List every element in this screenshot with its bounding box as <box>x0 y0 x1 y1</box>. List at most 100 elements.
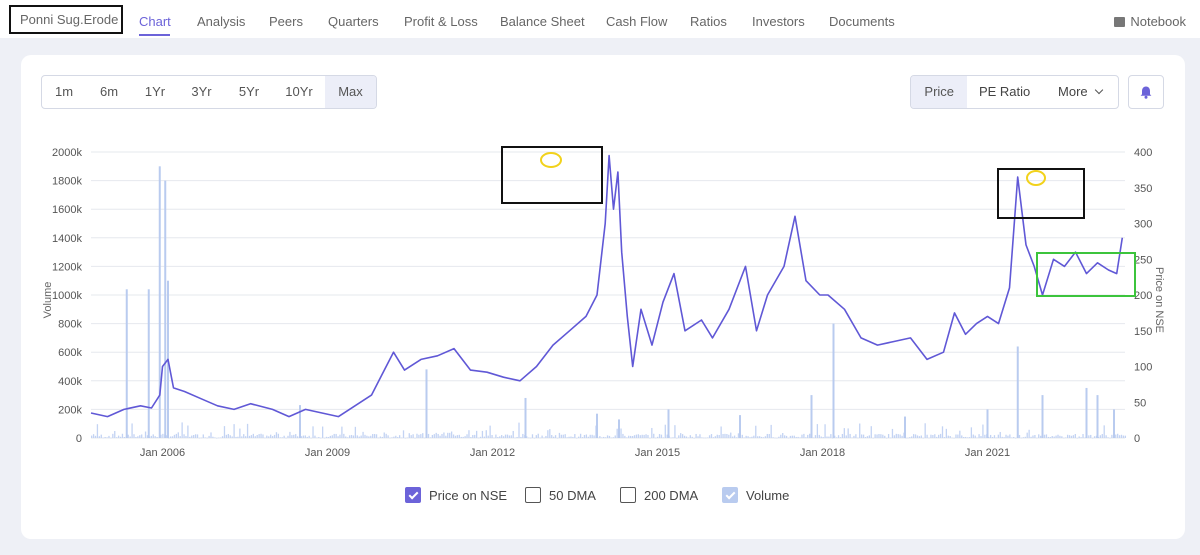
tab-peers[interactable]: Peers <box>269 14 303 29</box>
volume-bar <box>681 434 684 438</box>
range-max-button[interactable]: Max <box>325 76 376 108</box>
dma50-checkbox[interactable] <box>525 487 541 503</box>
legend-price-toggle[interactable]: Price on NSE <box>405 485 507 505</box>
volume-bar <box>164 180 167 438</box>
y-left-tick-label: 1000k <box>52 290 82 302</box>
volume-bar <box>585 434 588 438</box>
price-checkbox[interactable] <box>405 487 421 503</box>
volume-bar <box>127 434 129 438</box>
volume-bar <box>799 437 801 438</box>
tab-investors[interactable]: Investors <box>752 14 805 29</box>
volume-bar <box>1036 437 1038 439</box>
volume-bar <box>410 435 412 438</box>
volume-bar <box>851 437 853 439</box>
volume-bar <box>647 434 649 438</box>
tab-quarters[interactable]: Quarters <box>328 14 379 29</box>
metric-pe-ratio-button[interactable]: PE Ratio <box>978 84 1031 99</box>
alert-button[interactable] <box>1128 75 1164 109</box>
volume-bar <box>574 434 576 438</box>
volume-bar <box>210 432 212 438</box>
volume-bar <box>385 433 387 438</box>
volume-bar <box>422 433 424 438</box>
range-1m-button[interactable]: 1m <box>54 84 74 99</box>
volume-bar <box>466 434 468 438</box>
volume-bar <box>608 435 611 438</box>
volume-bar <box>533 437 536 439</box>
volume-bar <box>1043 434 1046 438</box>
volume-bar <box>383 432 385 438</box>
range-6m-button[interactable]: 6m <box>99 84 119 99</box>
volume-bar <box>314 435 316 438</box>
volume-bar <box>843 428 845 438</box>
tab-profit-loss[interactable]: Profit & Loss <box>404 14 478 29</box>
volume-bar <box>774 437 776 439</box>
tab-analysis[interactable]: Analysis <box>197 14 246 29</box>
volume-bar <box>764 436 767 438</box>
volume-bar <box>193 435 195 438</box>
volume-bar <box>239 428 241 438</box>
legend-50dma-toggle[interactable]: 50 DMA <box>525 485 596 505</box>
legend-200dma-toggle[interactable]: 200 DMA <box>620 485 698 505</box>
tab-chart[interactable]: Chart <box>139 14 171 29</box>
volume-bar <box>980 436 982 438</box>
volume-bar <box>579 433 582 438</box>
volume-bar <box>268 436 270 438</box>
volume-bar <box>327 437 330 438</box>
y-left-tick-label: 200k <box>58 404 82 416</box>
tab-cash-flow[interactable]: Cash Flow <box>606 14 668 29</box>
volume-bar <box>791 435 793 438</box>
volume-bar <box>245 436 247 438</box>
metric-price-button[interactable]: Price <box>911 76 968 108</box>
volume-bar <box>966 437 969 438</box>
volume-bar <box>918 436 921 438</box>
chart-ticks: 0 200k 400k 600k 800k 1000k 1200k 1400k 1600k 180… <box>52 147 1152 459</box>
checkmark-icon <box>725 489 735 499</box>
volume-bar <box>173 434 176 438</box>
volume-bar <box>972 434 974 438</box>
volume-bar <box>1105 435 1107 438</box>
dma200-checkbox[interactable] <box>620 487 636 503</box>
volume-bar <box>312 426 314 438</box>
volume-bar <box>911 436 913 438</box>
company-name[interactable]: Ponni Sug.Erode <box>9 5 123 34</box>
volume-bar <box>289 431 291 438</box>
tab-ratios[interactable]: Ratios <box>690 14 727 29</box>
tab-balance-sheet[interactable]: Balance Sheet <box>500 14 585 29</box>
annotation-box-2014-peak <box>501 146 603 204</box>
volume-checkbox[interactable] <box>722 487 738 503</box>
volume-bar <box>420 434 422 438</box>
notebook-link[interactable]: Notebook <box>1114 14 1186 29</box>
volume-bar <box>320 437 322 439</box>
range-10yr-button[interactable]: 10Yr <box>285 84 313 99</box>
volume-bar <box>741 434 743 438</box>
volume-bar <box>1122 435 1125 438</box>
volume-bar <box>645 434 647 438</box>
legend-volume-toggle[interactable]: Volume <box>722 485 789 505</box>
volume-bar <box>805 437 807 438</box>
volume-bar <box>939 433 942 438</box>
bell-icon <box>1140 86 1152 99</box>
volume-bar <box>932 435 934 438</box>
y-left-tick-label: 800k <box>58 319 82 331</box>
volume-bar <box>129 436 131 438</box>
volume-bar <box>832 437 834 439</box>
volume-bar <box>470 437 472 438</box>
volume-bar <box>581 437 584 438</box>
volume-bar <box>171 436 174 438</box>
metric-more-dropdown[interactable]: More <box>1042 76 1118 108</box>
volume-bar <box>716 434 718 438</box>
volume-bar <box>92 434 95 438</box>
range-5yr-button[interactable]: 5Yr <box>238 84 260 99</box>
tab-documents[interactable]: Documents <box>829 14 895 29</box>
volume-bar <box>372 434 374 438</box>
range-3yr-button[interactable]: 3Yr <box>191 84 212 99</box>
volume-bar <box>562 434 564 438</box>
volume-bar <box>1059 435 1061 438</box>
volume-bar <box>614 435 616 438</box>
range-1yr-button[interactable]: 1Yr <box>144 84 166 99</box>
volume-bar <box>749 437 751 438</box>
volume-bar <box>493 437 495 439</box>
volume-bar <box>225 434 228 438</box>
volume-bar <box>370 435 372 438</box>
